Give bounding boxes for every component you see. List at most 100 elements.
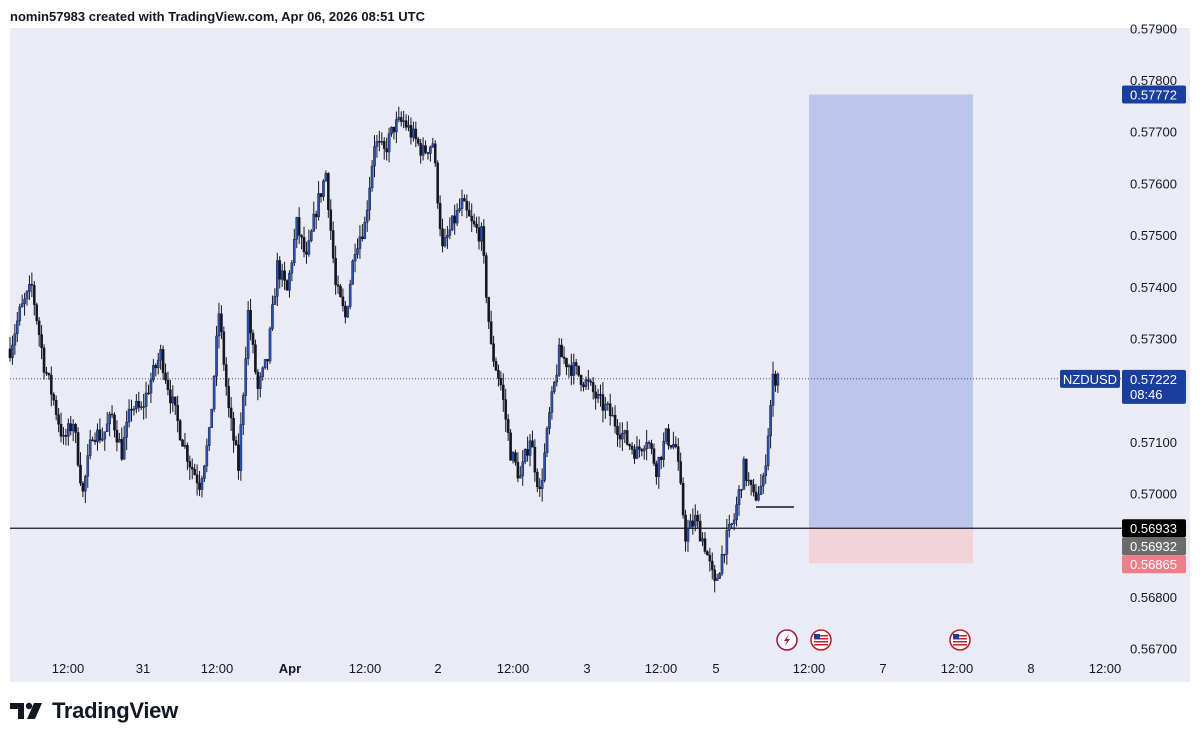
us-flag-icon[interactable] (810, 629, 832, 651)
candle-body (655, 463, 658, 477)
candle-body (759, 485, 763, 495)
candle-body (25, 291, 29, 300)
stop-price-badge: 0.56865 (1122, 555, 1186, 574)
level-price-badge-bg (1122, 519, 1186, 538)
stop-loss-zone[interactable] (809, 528, 973, 564)
candle-body (475, 223, 478, 228)
candle-body (329, 209, 333, 231)
candle-body (64, 435, 68, 437)
long-position-tool[interactable] (809, 94, 973, 564)
candle-body (514, 452, 517, 463)
candle-body (399, 117, 403, 122)
us-flag-stripe (953, 635, 967, 637)
candle-body (101, 438, 104, 441)
us-flag-icon[interactable] (949, 629, 971, 651)
candle-body (771, 373, 775, 406)
candle-body (577, 365, 580, 376)
time-axis[interactable]: 12:00 31 12:00 Apr 12:00 2 12:00 3 12:00 5 12:00 7 1… (52, 661, 1122, 676)
candle-body (322, 180, 325, 197)
candle-body (645, 442, 648, 450)
horizontal-level-lines[interactable] (10, 378, 1122, 529)
candle-body (426, 152, 430, 154)
price-tick-label: 0.57100 (1130, 435, 1177, 450)
candle-body (98, 429, 102, 441)
candle-body (618, 434, 622, 440)
candle-body (166, 379, 170, 391)
candle-body (137, 401, 141, 408)
candle-body (127, 408, 131, 423)
candle-body (186, 444, 189, 462)
candle-body (173, 396, 177, 406)
candle-body (448, 229, 452, 236)
price-tick-label: 0.56700 (1130, 642, 1177, 657)
chart-plot-area[interactable] (10, 28, 1190, 682)
time-tick-label: 12:00 (201, 661, 234, 676)
candle-body (723, 554, 726, 556)
candle-body (431, 143, 435, 148)
candle-body (715, 578, 719, 581)
price-axis[interactable]: 0.56700 0.56800 0.57000 0.57100 0.57300 0.574… (1130, 21, 1177, 656)
candle-body (740, 489, 743, 491)
symbol-badge: NZDUSD (1060, 369, 1120, 388)
candle-body (404, 120, 408, 128)
candle-body (18, 306, 22, 322)
candle-body (385, 148, 388, 153)
candle-body (397, 117, 401, 120)
event-markers[interactable] (776, 629, 971, 651)
candle-body (142, 406, 145, 408)
candle-body (268, 328, 272, 362)
candle-body (222, 331, 226, 365)
candle-body (353, 254, 357, 262)
candle-body (319, 193, 323, 197)
lightning-event-icon[interactable] (776, 629, 798, 651)
lightning-bolt-shape (784, 634, 790, 646)
tradingview-wordmark: TradingView (52, 698, 178, 723)
time-tick-label: 12:00 (1089, 661, 1122, 676)
candle-body (183, 444, 187, 447)
candle-body (232, 417, 235, 441)
time-tick-label: 12:00 (349, 661, 382, 676)
candle-body (625, 430, 629, 445)
candle-body (113, 414, 116, 431)
candle-body (630, 445, 634, 450)
candle-body (334, 257, 337, 285)
candle-body (193, 468, 196, 475)
candle-body (339, 285, 342, 298)
candle-body (203, 465, 206, 479)
price-tick-label: 0.56800 (1130, 590, 1177, 605)
candle-body (742, 458, 746, 490)
candle-body (511, 452, 515, 461)
candle-body (358, 236, 362, 249)
candle-body (314, 213, 318, 218)
candle-body (280, 270, 284, 280)
candle-body (526, 449, 529, 456)
candle-body (373, 146, 376, 167)
candle-body (776, 373, 780, 386)
candle-body (710, 560, 714, 571)
time-tick-label: 12:00 (645, 661, 678, 676)
candle-body (480, 226, 483, 242)
profit-target-zone[interactable] (809, 94, 973, 529)
candle-body (589, 380, 593, 383)
candle-body (285, 280, 289, 291)
candle-body (317, 193, 320, 218)
candle-body (570, 365, 573, 376)
candle-body (45, 372, 48, 374)
candle-body (132, 408, 136, 411)
candle-body (164, 372, 167, 381)
tradingview-logo: TradingView (10, 698, 178, 724)
candle-body (147, 392, 150, 395)
candle-body (727, 524, 731, 531)
price-tick-label: 0.57400 (1130, 280, 1177, 295)
level-price-badge: 0.56933 (1122, 519, 1186, 538)
candle-body (115, 429, 119, 443)
candle-body (239, 424, 243, 471)
candle-body (23, 298, 26, 304)
candle-body (550, 391, 554, 413)
candle-body (453, 215, 456, 224)
candle-body (604, 404, 607, 411)
price-tick-label: 0.57900 (1130, 21, 1177, 36)
candle-body (545, 428, 549, 453)
candle-body (596, 393, 600, 399)
